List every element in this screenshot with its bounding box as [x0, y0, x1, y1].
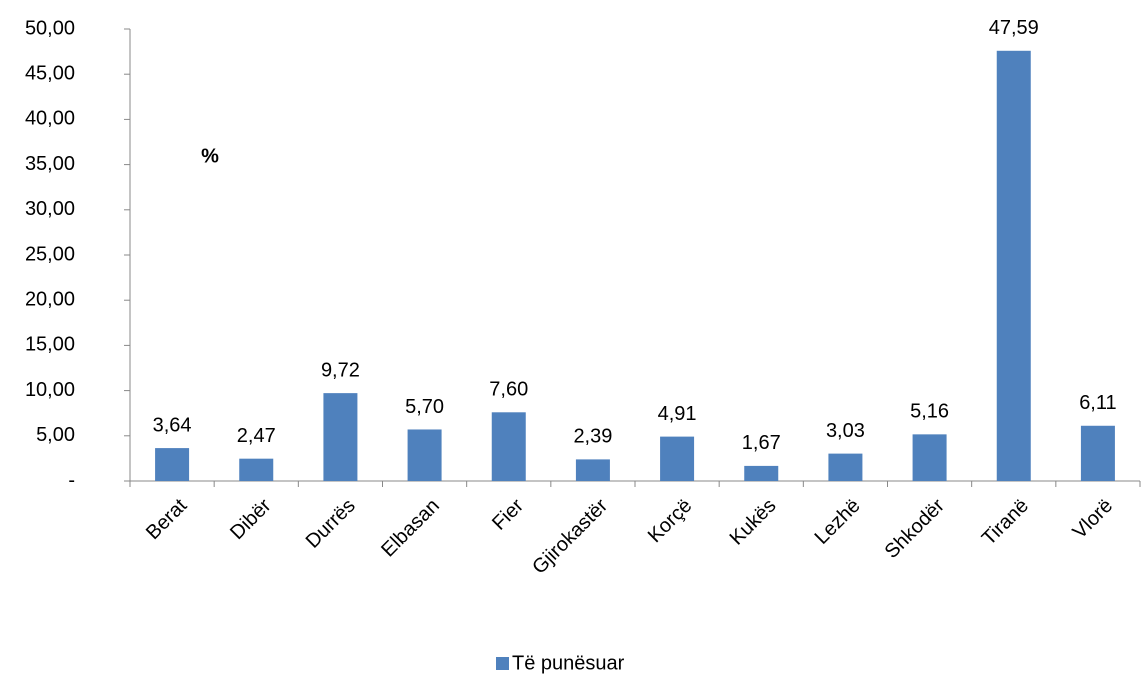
legend-swatch: [496, 657, 509, 670]
bar: [155, 448, 190, 481]
bar: [744, 465, 779, 481]
x-tick-label: Gjirokastër: [528, 494, 612, 578]
x-tick-label: Berat: [142, 494, 192, 544]
y-tick-label: 20,00: [25, 288, 75, 310]
value-label: 9,72: [321, 359, 360, 381]
value-label: 5,70: [405, 396, 444, 418]
x-tick-label: Vlorë: [1069, 495, 1118, 544]
value-label: 7,60: [489, 379, 528, 401]
value-label: 4,91: [658, 403, 697, 425]
x-tick-label: Dibër: [226, 494, 276, 544]
value-label: 5,16: [910, 401, 949, 423]
y-tick-label: 50,00: [25, 17, 75, 39]
value-label: 2,39: [573, 426, 612, 448]
x-tick-label: Fier: [488, 494, 528, 534]
x-tick-label: Elbasan: [377, 495, 444, 562]
y-axis-label: %: [201, 145, 219, 167]
y-tick-label: 45,00: [25, 62, 75, 84]
bar: [323, 393, 358, 481]
y-tick-label: 15,00: [25, 334, 75, 356]
bar: [660, 436, 695, 481]
x-tick-label: Kukës: [726, 495, 781, 550]
y-tick-label: 35,00: [25, 153, 75, 175]
bar: [1080, 425, 1115, 481]
bar: [407, 429, 442, 481]
value-label: 1,67: [742, 432, 781, 454]
bar: [996, 50, 1031, 481]
y-tick-label: -: [68, 469, 75, 491]
x-tick-label: Durrës: [302, 495, 360, 553]
bar: [828, 453, 863, 481]
y-tick-label: 25,00: [25, 243, 75, 265]
value-label: 6,11: [1079, 392, 1116, 414]
value-label: 3,64: [153, 414, 192, 436]
value-label: 2,47: [237, 425, 276, 447]
bar: [491, 412, 526, 481]
x-tick-label: Korçë: [644, 495, 697, 548]
bar: [239, 458, 274, 481]
y-tick-label: 40,00: [25, 108, 75, 130]
y-tick-label: 5,00: [36, 424, 75, 446]
x-tick-label: Lezhë: [811, 495, 865, 549]
x-tick-label: Tiranë: [978, 495, 1033, 550]
legend-label: Të punësuar: [512, 652, 625, 674]
bar: [575, 459, 610, 481]
value-label: 47,59: [989, 17, 1039, 39]
bar: [912, 434, 947, 481]
x-tick-label: Shkodër: [881, 494, 949, 562]
y-tick-label: 10,00: [25, 379, 75, 401]
value-label: 3,03: [826, 420, 865, 442]
y-tick-label: 30,00: [25, 198, 75, 220]
